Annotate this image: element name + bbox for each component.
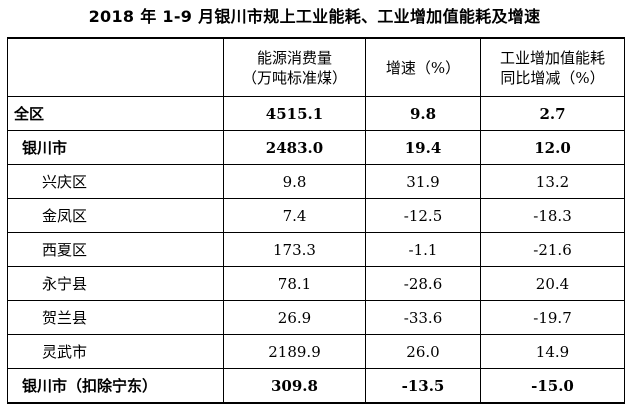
cell-energy-consumption: 26.9 xyxy=(223,300,366,335)
cell-energy-consumption: 309.8 xyxy=(223,368,366,404)
cell-energy-consumption: 7.4 xyxy=(223,198,366,233)
table-row: 兴庆区 9.8 31.9 13.2 xyxy=(7,164,625,199)
cell-energy-per-value-added: 2.7 xyxy=(480,96,625,131)
header-energy-per-value-added: 工业增加值能耗 同比增减（%） xyxy=(480,37,625,97)
table-row: 贺兰县 26.9 -33.6 -19.7 xyxy=(7,300,625,335)
cell-energy-per-value-added: 12.0 xyxy=(480,130,625,165)
cell-energy-per-value-added: 14.9 xyxy=(480,334,625,369)
table-row: 灵武市 2189.9 26.0 14.9 xyxy=(7,334,625,369)
cell-growth-rate: 19.4 xyxy=(365,130,481,165)
row-region-label: 银川市（扣除宁东） xyxy=(7,368,224,404)
row-region-label: 金凤区 xyxy=(7,198,224,233)
row-region-label: 银川市 xyxy=(7,130,224,165)
cell-energy-per-value-added: -19.7 xyxy=(480,300,625,335)
cell-growth-rate: -1.1 xyxy=(365,232,481,267)
cell-energy-consumption: 2189.9 xyxy=(223,334,366,369)
cell-growth-rate: -12.5 xyxy=(365,198,481,233)
table-row: 全区 4515.1 9.8 2.7 xyxy=(7,96,625,131)
cell-growth-rate: -13.5 xyxy=(365,368,481,404)
table-row: 永宁县 78.1 -28.6 20.4 xyxy=(7,266,625,301)
row-region-label: 贺兰县 xyxy=(7,300,224,335)
header-growth-rate: 增速（%） xyxy=(365,37,481,97)
table-row: 西夏区 173.3 -1.1 -21.6 xyxy=(7,232,625,267)
cell-energy-consumption: 2483.0 xyxy=(223,130,366,165)
row-region-label: 兴庆区 xyxy=(7,164,224,199)
cell-growth-rate: -33.6 xyxy=(365,300,481,335)
table-header-row: 能源消费量 （万吨标准煤） 增速（%） 工业增加值能耗 同比增减（%） xyxy=(7,37,625,97)
cell-energy-consumption: 173.3 xyxy=(223,232,366,267)
row-region-label: 灵武市 xyxy=(7,334,224,369)
cell-energy-per-value-added: -21.6 xyxy=(480,232,625,267)
row-region-label: 全区 xyxy=(7,96,224,131)
cell-energy-per-value-added: 13.2 xyxy=(480,164,625,199)
cell-energy-consumption: 9.8 xyxy=(223,164,366,199)
cell-growth-rate: 9.8 xyxy=(365,96,481,131)
cell-energy-per-value-added: -15.0 xyxy=(480,368,625,404)
cell-energy-consumption: 4515.1 xyxy=(223,96,366,131)
header-energy-consumption: 能源消费量 （万吨标准煤） xyxy=(223,37,366,97)
table-body: 全区 4515.1 9.8 2.7 银川市 2483.0 19.4 12.0 兴庆区 9.8 31.… xyxy=(7,96,625,404)
table-row: 银川市 2483.0 19.4 12.0 xyxy=(7,130,625,165)
cell-growth-rate: 31.9 xyxy=(365,164,481,199)
cell-energy-consumption: 78.1 xyxy=(223,266,366,301)
cell-energy-per-value-added: -18.3 xyxy=(480,198,625,233)
table-row: 银川市（扣除宁东） 309.8 -13.5 -15.0 xyxy=(7,368,625,404)
cell-growth-rate: -28.6 xyxy=(365,266,481,301)
table-title: 2018 年 1-9 月银川市规上工业能耗、工业增加值能耗及增速 xyxy=(88,7,541,26)
row-region-label: 西夏区 xyxy=(7,232,224,267)
energy-consumption-table: 能源消费量 （万吨标准煤） 增速（%） 工业增加值能耗 同比增减（%） 全区 45… xyxy=(7,37,625,404)
header-region xyxy=(7,37,224,97)
row-region-label: 永宁县 xyxy=(7,266,224,301)
cell-energy-per-value-added: 20.4 xyxy=(480,266,625,301)
cell-growth-rate: 26.0 xyxy=(365,334,481,369)
table-row: 金凤区 7.4 -12.5 -18.3 xyxy=(7,198,625,233)
